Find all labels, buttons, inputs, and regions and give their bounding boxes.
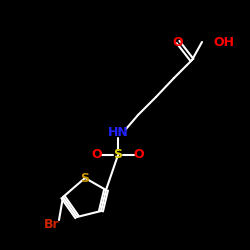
Text: S: S: [114, 148, 122, 162]
Text: O: O: [173, 36, 183, 49]
Text: O: O: [134, 148, 144, 162]
Text: OH: OH: [213, 36, 234, 49]
Text: HN: HN: [108, 126, 128, 140]
Text: S: S: [80, 172, 90, 184]
Text: Br: Br: [44, 218, 60, 232]
Text: O: O: [92, 148, 102, 162]
